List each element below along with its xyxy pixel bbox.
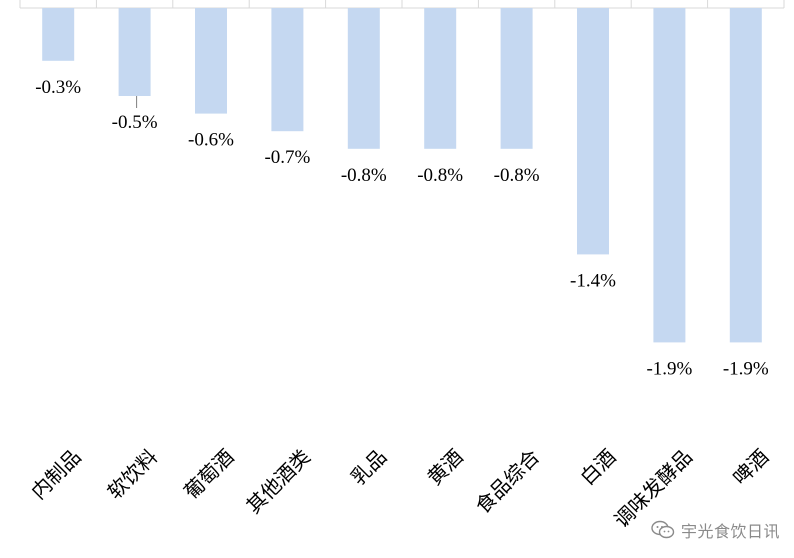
- category-label: 食品综合: [471, 445, 545, 519]
- category-label: 内制品: [26, 445, 85, 504]
- watermark-text: 宇光食饮日讯: [680, 522, 780, 541]
- bar: [729, 8, 762, 343]
- category-label: 葡萄酒: [179, 445, 238, 504]
- bar: [577, 8, 609, 255]
- wechat-icon: [651, 520, 675, 540]
- bar: [424, 8, 457, 149]
- watermark: 宇光食饮日讯: [651, 518, 780, 542]
- category-label: 乳品: [346, 445, 391, 490]
- category-label: 啤酒: [728, 445, 773, 490]
- data-label: -0.8%: [494, 165, 540, 186]
- data-label: -0.6%: [188, 130, 234, 151]
- bar: [500, 8, 533, 149]
- category-label: 白酒: [575, 445, 620, 490]
- bar: [347, 8, 380, 149]
- data-label: -1.9%: [646, 358, 692, 379]
- data-label: -0.8%: [341, 165, 387, 186]
- data-label: -0.7%: [264, 147, 310, 168]
- data-label: -1.9%: [723, 358, 769, 379]
- data-label: -0.3%: [35, 77, 81, 98]
- data-label: -1.4%: [570, 270, 616, 291]
- data-label: -0.8%: [417, 165, 463, 186]
- category-label: 其他酒类: [241, 445, 315, 519]
- bar: [118, 8, 151, 96]
- category-label: 软饮料: [103, 445, 162, 504]
- data-label: -0.5%: [112, 112, 158, 133]
- bar: [271, 8, 304, 132]
- category-label: 黄酒: [422, 445, 467, 490]
- bar: [653, 8, 686, 343]
- bar: [42, 8, 75, 61]
- bar: [195, 8, 227, 114]
